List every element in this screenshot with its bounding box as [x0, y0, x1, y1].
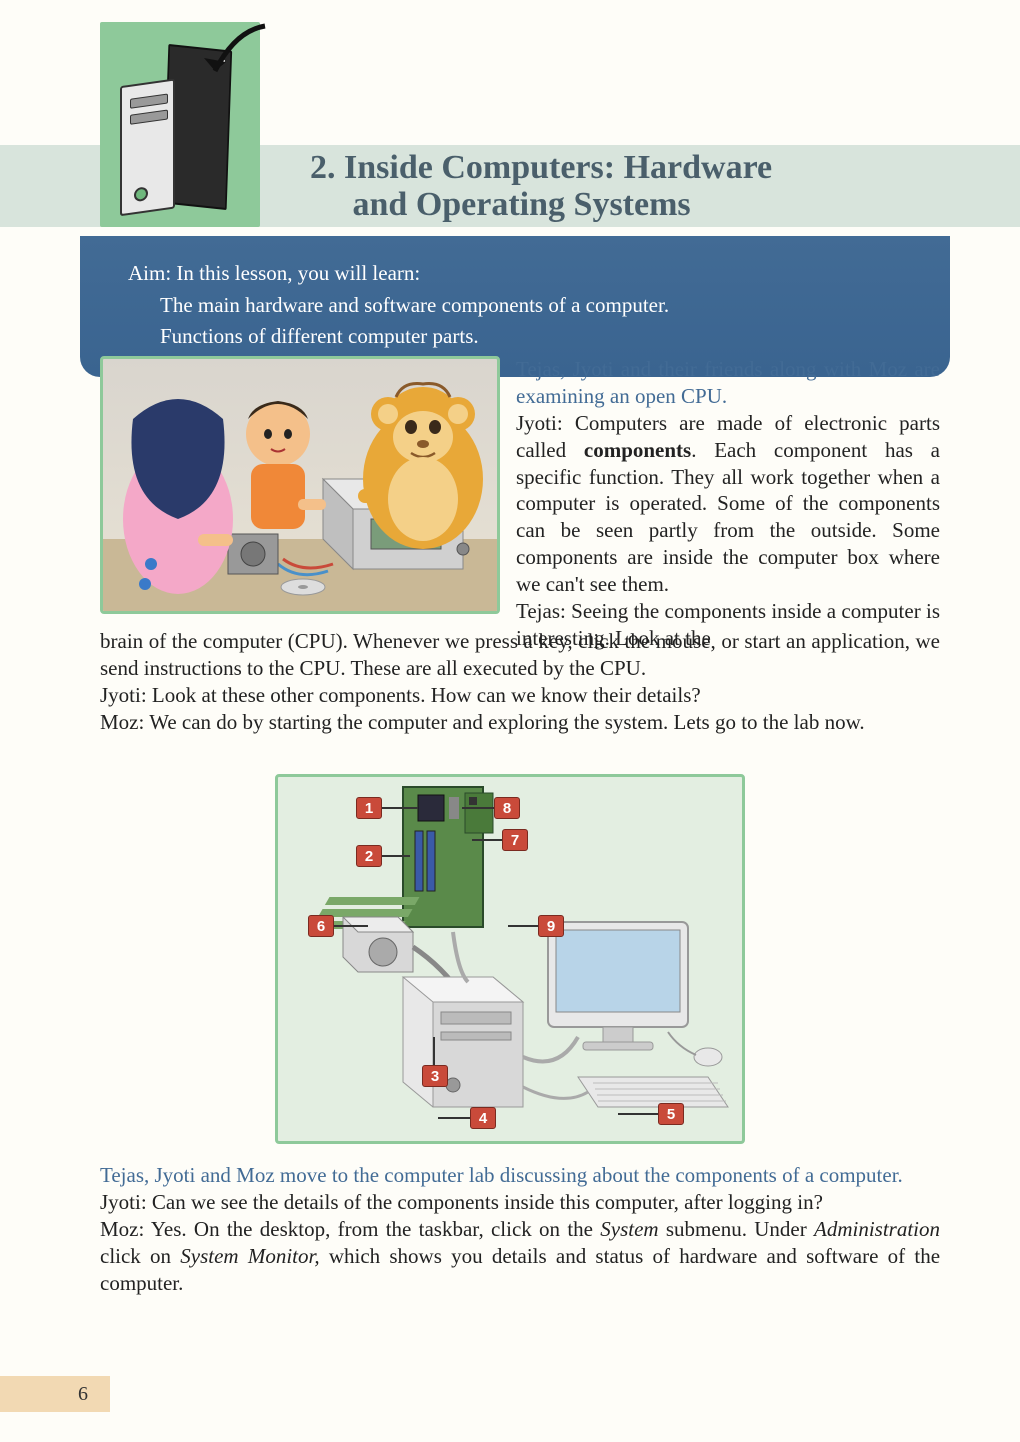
- content-row: Tejas, Jyoti and their friends along wit…: [100, 356, 940, 652]
- system-italic: System: [600, 1217, 658, 1241]
- bottom-moz-mid2: click on: [100, 1244, 180, 1268]
- diagram-leader: [334, 925, 368, 927]
- computer-parts-diagram: 1 2 34 5 6 7 8 9: [275, 774, 745, 1144]
- diagram-leader: [462, 807, 494, 809]
- para-below-text: brain of the computer (CPU). Whenever we…: [100, 629, 940, 680]
- chapter-title: 2. Inside Computers: Hardware and Operat…: [310, 149, 772, 224]
- page-number: 6: [78, 1383, 88, 1406]
- page-number-band: 6: [0, 1376, 110, 1412]
- diagram-leader: [618, 1113, 658, 1115]
- aim-line-1: Aim: In this lesson, you will learn:: [128, 258, 910, 290]
- components-bold: components: [584, 438, 691, 462]
- aim-line-2: The main hardware and software component…: [128, 290, 910, 322]
- diagram-label-3: 3: [422, 1065, 448, 1087]
- aim-line-3: Functions of different computer parts.: [128, 321, 910, 353]
- diagram-leader: [382, 855, 410, 857]
- diagram-label-8: 8: [494, 797, 520, 819]
- bottom-jyoti: Jyoti: Can we see the details of the com…: [100, 1190, 823, 1214]
- diagram-label-7: 7: [502, 829, 528, 851]
- diagram-label-6: 6: [308, 915, 334, 937]
- jyoti-line: Jyoti: Look at these other components. H…: [100, 683, 701, 707]
- moz-line: Moz: We can do by starting the computer …: [100, 710, 865, 734]
- para-below: brain of the computer (CPU). Whenever we…: [100, 628, 940, 736]
- illustration-children-cpu: [100, 356, 500, 614]
- intro-text: Tejas, Jyoti and their friends along wit…: [516, 356, 940, 652]
- diagram-label-5: 5: [658, 1103, 684, 1125]
- bottom-moz-mid1: submenu. Under: [659, 1217, 814, 1241]
- administration-italic: Administration: [814, 1217, 940, 1241]
- intro-blue-line: Tejas, Jyoti and their friends along wit…: [516, 357, 940, 408]
- bottom-text: Tejas, Jyoti and Moz move to the compute…: [100, 1162, 940, 1296]
- chapter-icon: [100, 22, 260, 227]
- arrow-icon: [190, 16, 280, 106]
- bottom-blue-line: Tejas, Jyoti and Moz move to the compute…: [100, 1163, 903, 1187]
- diagram-label-4: 4: [470, 1107, 496, 1129]
- system-monitor-italic: System Monitor,: [180, 1244, 319, 1268]
- diagram-leader: [433, 1037, 435, 1065]
- diagram-label-9: 9: [538, 915, 564, 937]
- bottom-moz-pre: Moz: Yes. On the desktop, from the taskb…: [100, 1217, 600, 1241]
- diagram-leader: [438, 1117, 470, 1119]
- diagram-leader: [472, 839, 502, 841]
- diagram-leader: [508, 925, 538, 927]
- diagram-label-1: 1: [356, 797, 382, 819]
- diagram-leader: [382, 807, 418, 809]
- diagram-label-2: 2: [356, 845, 382, 867]
